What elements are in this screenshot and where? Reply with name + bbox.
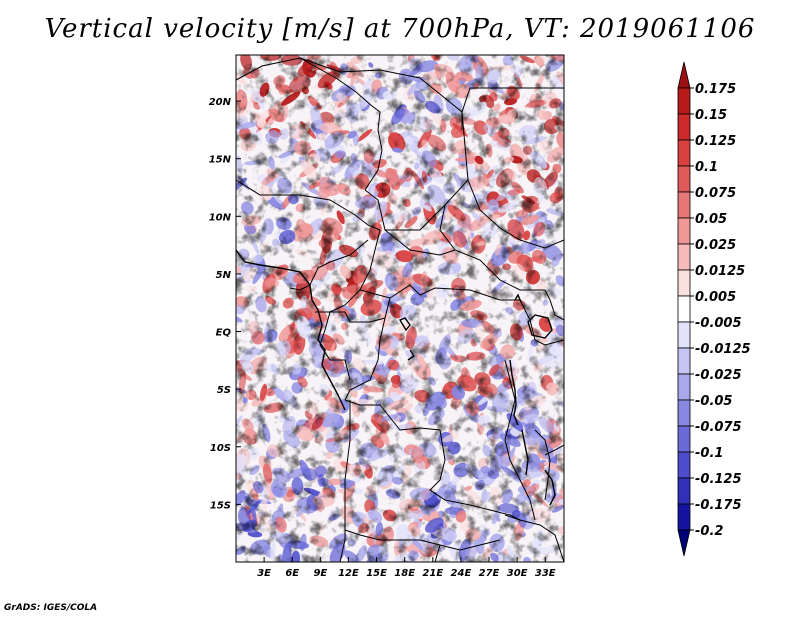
chart-title: Vertical velocity [m/s] at 700hPa, VT: 2… [44, 14, 756, 44]
border-line [504, 514, 521, 521]
lon-tick-label: 15E [366, 568, 387, 579]
colorbar-label: 0.075 [695, 186, 736, 201]
colorbar-segment [677, 269, 691, 297]
lon-tick-label: 3E [257, 568, 271, 579]
border-line [339, 400, 351, 562]
lake-outline [398, 317, 411, 332]
colorbar-label: 0.025 [695, 238, 736, 253]
colorbar-segment [677, 321, 691, 349]
lon-tick-label: 9E [313, 568, 327, 579]
colorbar-segment [677, 139, 691, 167]
colorbar-label: 0.175 [695, 82, 736, 97]
lon-tick-label: 18E [394, 568, 415, 579]
border-line [544, 289, 564, 321]
lat-tick-label: 5N [216, 270, 232, 281]
colorbar: 0.175 0.15 0.125 0.1 0.075 0.05 0.025 0.0125 0.0… [677, 61, 751, 557]
lon-tick-label: 33E [535, 568, 556, 579]
colorbar-segment [677, 503, 691, 531]
longitude-axis: 3E 6E 9E 12E 15E 18E 21E 24E 27E 30E 33E [257, 557, 556, 579]
colorbar-segment [677, 113, 691, 141]
border-line [359, 284, 520, 301]
colorbar-label: -0.05 [695, 394, 732, 409]
colorbar-label: -0.025 [695, 368, 742, 383]
colorbar-segment [677, 217, 691, 245]
colorbar-label: 0.005 [695, 290, 736, 305]
colorbar-label: -0.1 [695, 446, 723, 461]
lake-outline [544, 469, 556, 506]
colorbar-segment [677, 87, 691, 115]
border-line [519, 299, 564, 346]
border-line [534, 429, 551, 501]
lake-outline [509, 359, 519, 426]
colorbar-segment [677, 425, 691, 453]
latitude-axis: 20N 15N 10N 5N EQ 5S 10S 15S [209, 97, 241, 511]
colorbar-top-triangle [677, 61, 691, 89]
border-line [434, 544, 441, 562]
lake-outline [514, 293, 522, 303]
colorbar-label: 0.15 [695, 108, 727, 123]
lat-tick-label: EQ [216, 328, 232, 339]
lon-tick-label: 12E [338, 568, 359, 579]
border-line [467, 179, 564, 249]
border-line [236, 179, 381, 231]
colorbar-segment [677, 399, 691, 427]
border-line [384, 229, 456, 256]
coastlines-lakes [236, 249, 556, 506]
lat-tick-label: 20N [209, 97, 232, 108]
lat-tick-label: 15N [209, 155, 232, 166]
border-line [344, 399, 471, 506]
border-line [289, 239, 369, 291]
border-line [461, 87, 564, 113]
coastline [236, 249, 346, 411]
lat-tick-label: 5S [217, 385, 231, 396]
colorbar-segment [677, 347, 691, 375]
border-line [364, 111, 383, 191]
border-line [299, 57, 381, 113]
colorbar-label: 0.125 [695, 134, 736, 149]
colorbar-label: 0.1 [695, 160, 718, 175]
lat-tick-label: 10S [210, 443, 231, 454]
colorbar-label: -0.125 [695, 472, 742, 487]
border-line [344, 297, 391, 401]
colorbar-label: -0.0125 [695, 342, 751, 357]
lon-tick-label: 6E [285, 568, 299, 579]
colorbar-segment [677, 451, 691, 479]
border-line [344, 529, 501, 551]
border-line [439, 204, 545, 291]
velocity-field [236, 55, 564, 562]
border-line [469, 504, 564, 562]
colorbar-segment [677, 373, 691, 401]
colorbar-segment [677, 165, 691, 193]
colorbar-label: 0.05 [695, 212, 727, 227]
lake-outline [527, 314, 553, 339]
colorbar-label: -0.175 [695, 498, 742, 513]
lake-outline [521, 429, 529, 476]
colorbar-bottom-triangle [677, 529, 691, 557]
colorbar-label: -0.075 [695, 420, 742, 435]
colorbar-segment [677, 243, 691, 271]
colorbar-segment [677, 295, 691, 323]
colorbar-label: 0.0125 [695, 264, 745, 279]
lake-outline [407, 349, 415, 361]
colorbar-segment [677, 477, 691, 505]
lon-tick-label: 30E [507, 568, 528, 579]
lat-tick-label: 10N [209, 212, 232, 223]
colorbar-label: -0.005 [695, 316, 742, 331]
lon-tick-label: 27E [479, 568, 500, 579]
lat-tick-label: 15S [210, 500, 231, 511]
colorbar-label: -0.2 [695, 524, 723, 539]
lon-tick-label: 24E [451, 568, 472, 579]
border-line [544, 444, 564, 456]
map-frame [235, 54, 565, 563]
colorbar-segment [677, 191, 691, 219]
border-line [330, 311, 386, 323]
lon-tick-label: 21E [422, 568, 443, 579]
credit-text: GrADS: IGES/COLA [4, 603, 98, 613]
border-line [504, 359, 536, 521]
